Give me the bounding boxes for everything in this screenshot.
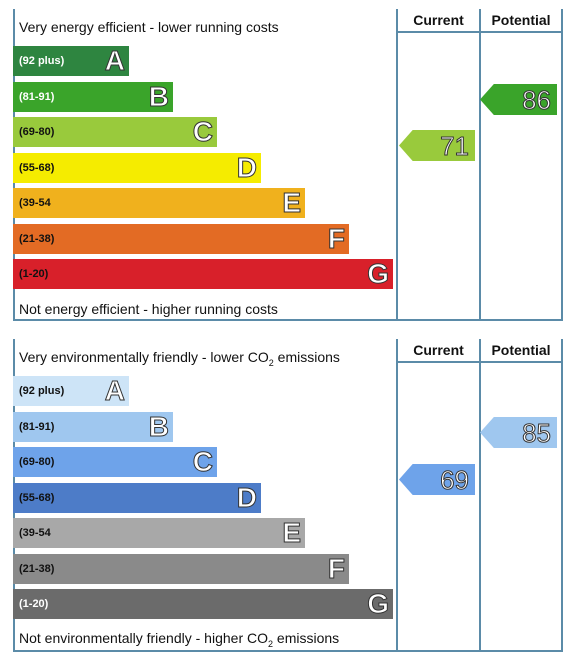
band-range: (55-68): [19, 491, 55, 504]
band-range: (21-38): [19, 232, 55, 245]
environment-potential-value: 85: [522, 418, 552, 449]
band-range: (39-54: [19, 197, 51, 209]
energy-current-divider: [396, 9, 398, 321]
environment-current-shape: [399, 464, 475, 495]
environment-potential-arrow: 85: [480, 417, 557, 449]
band-range: (55-68): [19, 161, 55, 174]
band-b: (81-91) B: [13, 410, 173, 442]
environment-col-current: Current: [413, 342, 464, 358]
environment-bottom-caption: Not environmentally friendly - higher CO…: [19, 630, 339, 649]
band-range: (21-38): [19, 562, 55, 575]
band-f: (21-38) F: [13, 222, 349, 254]
band-e: (39-54 E: [13, 187, 305, 218]
band-range: (81-91): [19, 90, 55, 103]
environmental-impact-panel: Current Potential Very environmentally f…: [13, 339, 563, 652]
band-letter: D: [236, 151, 257, 183]
band-letter: E: [282, 187, 302, 218]
band-range: (1-20): [19, 598, 49, 610]
band-letter: G: [367, 258, 390, 289]
energy-current-arrow: 71: [399, 130, 475, 162]
energy-potential-value: 86: [522, 85, 552, 116]
band-g: (1-20) G: [13, 258, 393, 289]
environment-bottom-caption-post: emissions: [273, 630, 340, 646]
environment-header-rule: [396, 361, 563, 363]
environment-top-caption-sub: 2: [268, 357, 274, 368]
band-f: (21-38) F: [13, 552, 349, 584]
environment-col-potential: Potential: [491, 342, 551, 358]
energy-bottom-caption: Not energy efficient - higher running co…: [19, 301, 278, 317]
band-g: (1-20) G: [13, 588, 393, 619]
band-letter: C: [192, 446, 213, 477]
band-range: (39-54: [19, 527, 51, 539]
band-range: (81-91): [19, 420, 55, 433]
band-letter: E: [282, 517, 302, 548]
band-letter: A: [104, 375, 125, 406]
energy-col-potential: Potential: [491, 12, 551, 28]
band-letter: F: [327, 222, 345, 254]
band-range: (92 plus): [19, 385, 65, 397]
energy-top-caption: Very energy efficient - lower running co…: [19, 19, 279, 35]
band-b: (81-91) B: [13, 80, 173, 112]
environment-top-caption-pre: Very environmentally friendly - lower CO: [19, 349, 269, 365]
environment-potential-divider: [479, 339, 481, 652]
energy-potential-divider: [479, 9, 481, 321]
band-range: (69-80): [19, 126, 55, 138]
environment-top-caption: Very environmentally friendly - lower CO…: [19, 349, 340, 368]
band-letter: F: [327, 552, 345, 584]
band-a: (92 plus) A: [13, 375, 129, 406]
energy-potential-shape: [480, 84, 557, 115]
environment-current-divider: [396, 339, 398, 652]
band-letter: B: [148, 80, 169, 112]
band-range: (92 plus): [19, 55, 65, 67]
environment-top-caption-post: emissions: [273, 349, 340, 365]
band-letter: B: [148, 410, 169, 442]
band-letter: A: [104, 45, 125, 76]
environment-bottom-caption-pre: Not environmentally friendly - higher CO: [19, 630, 268, 646]
environment-potential-shape: [480, 417, 557, 448]
band-d: (55-68) D: [13, 481, 261, 513]
environment-current-arrow: 69: [399, 464, 475, 496]
energy-efficiency-panel: Current Potential Very energy efficient …: [13, 9, 563, 321]
band-range: (69-80): [19, 456, 55, 468]
energy-header-rule: [396, 31, 563, 33]
band-e: (39-54 E: [13, 517, 305, 548]
band-letter: C: [192, 116, 213, 147]
band-d: (55-68) D: [13, 151, 261, 183]
band-letter: G: [367, 588, 390, 619]
environment-current-value: 69: [440, 465, 470, 496]
band-range: (1-20): [19, 268, 49, 280]
energy-col-current: Current: [413, 12, 464, 28]
band-letter: D: [236, 481, 257, 513]
band-c: (69-80) C: [13, 116, 217, 147]
energy-current-value: 71: [440, 131, 470, 162]
band-c: (69-80) C: [13, 446, 217, 477]
environment-bottom-caption-sub: 2: [268, 638, 274, 649]
band-a: (92 plus) A: [13, 45, 129, 76]
energy-current-shape: [399, 130, 475, 161]
energy-potential-arrow: 86: [480, 84, 557, 116]
